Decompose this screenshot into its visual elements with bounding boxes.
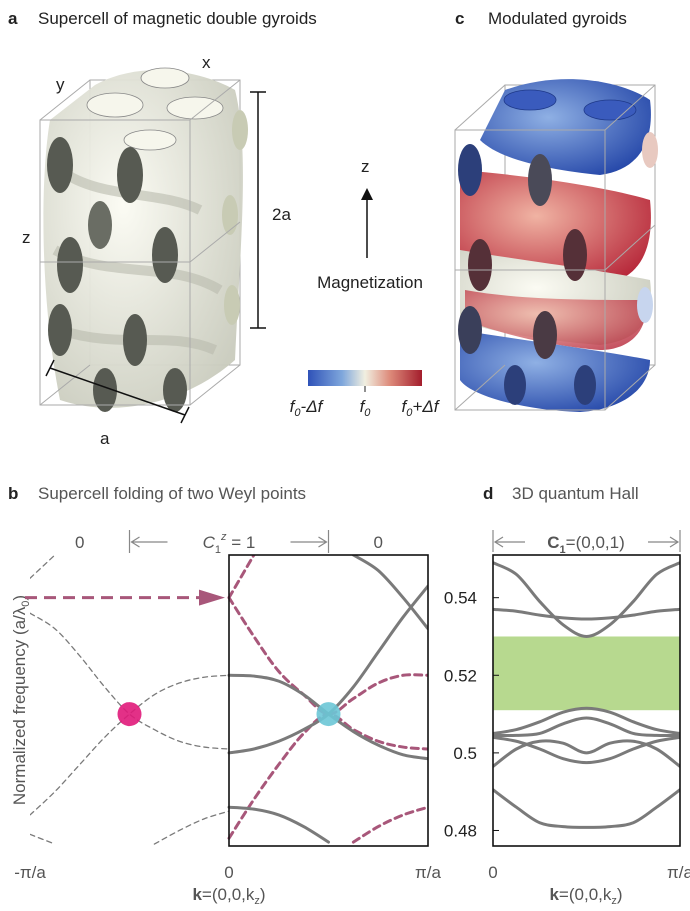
- label-part: ): [617, 885, 623, 904]
- band-line: [493, 609, 680, 619]
- y-axis-label: Normalized frequency (a/λ0): [10, 595, 32, 805]
- arrow-head: [199, 590, 225, 606]
- label-part: Normalized frequency (a/λ: [10, 606, 29, 805]
- band-line: [493, 790, 680, 828]
- x-axis-label: k=(0,0,kz): [549, 885, 622, 907]
- panel-title: Supercell folding of two Weyl points: [38, 484, 306, 503]
- x-tick-label: -π/a: [14, 863, 46, 882]
- x-tick-label: π/a: [415, 863, 441, 882]
- band-line: [493, 737, 680, 762]
- x-tick-label: π/a: [667, 863, 690, 882]
- colorbar-label: f0-Δf: [290, 397, 325, 419]
- chern-label: C1z = 1: [203, 531, 256, 556]
- axis-label: y: [56, 75, 65, 94]
- panel-title: Supercell of magnetic double gyroids: [38, 9, 317, 28]
- label: Magnetization: [317, 273, 423, 292]
- y-tick-label: 0.54: [444, 589, 477, 608]
- label-part: =(0,0,k: [559, 885, 612, 904]
- label-part: 0: [364, 407, 371, 419]
- axis-label: x: [202, 53, 211, 72]
- band-line: [30, 675, 229, 815]
- band-line: [493, 563, 680, 637]
- label-part: -Δf: [301, 397, 325, 416]
- gyroid-a: [40, 68, 266, 423]
- band-line: [353, 555, 428, 629]
- chern-arrow: [132, 537, 168, 547]
- colorbar: [308, 370, 422, 386]
- band-line: [229, 598, 428, 714]
- label-part: 1: [215, 544, 221, 556]
- band-line: [30, 613, 229, 749]
- x-axis-label: k=(0,0,kz): [192, 885, 265, 907]
- y-tick-label: 0.5: [453, 744, 477, 763]
- axis-label: z: [22, 228, 31, 247]
- band-line: [493, 708, 680, 733]
- panel-letter: d: [483, 484, 493, 503]
- panel-letter: a: [8, 9, 18, 28]
- dimension-label: 2a: [272, 205, 291, 224]
- chern-arrow: [291, 537, 327, 547]
- panel-letter: b: [8, 484, 18, 503]
- axis-label: z: [361, 157, 370, 176]
- band-line: [30, 811, 229, 844]
- panel-title: 3D quantum Hall: [512, 484, 639, 503]
- plot-frame: [229, 555, 428, 846]
- panel-letter: c: [455, 9, 464, 28]
- label-part: ): [260, 885, 266, 904]
- zone-label: 0: [374, 533, 383, 552]
- label-part: =(0,0,1): [566, 533, 625, 552]
- figure: a Supercell of magnetic double gyroids x…: [0, 0, 690, 911]
- label-part: =(0,0,k: [202, 885, 255, 904]
- label-part: +Δf: [412, 397, 440, 416]
- band-line: [229, 555, 254, 598]
- panel-title: Modulated gyroids: [488, 9, 627, 28]
- weyl-point: [317, 702, 341, 726]
- dimension-label: a: [100, 429, 110, 448]
- label-part: C: [547, 533, 559, 552]
- arrow-head: [361, 188, 373, 200]
- colorbar-label: f0: [360, 397, 372, 419]
- band-line: [229, 586, 428, 753]
- gyroid-c: [455, 79, 658, 412]
- band-line: [229, 714, 428, 838]
- zone-label: 0: [75, 533, 84, 552]
- band-gap: [493, 636, 680, 710]
- label-part: C: [203, 533, 216, 552]
- band-line: [30, 555, 55, 578]
- y-tick-label: 0.48: [444, 821, 477, 840]
- x-tick-label: 0: [224, 863, 233, 882]
- plot-area: [493, 563, 680, 828]
- label-part: = 1: [227, 533, 256, 552]
- y-tick-label: 0.52: [444, 666, 477, 685]
- weyl-point: [118, 702, 142, 726]
- colorbar-label: f0+Δf: [402, 397, 441, 419]
- x-tick-label: 0: [488, 863, 497, 882]
- chern-label: C1=(0,0,1): [547, 533, 624, 556]
- band-line: [353, 807, 428, 842]
